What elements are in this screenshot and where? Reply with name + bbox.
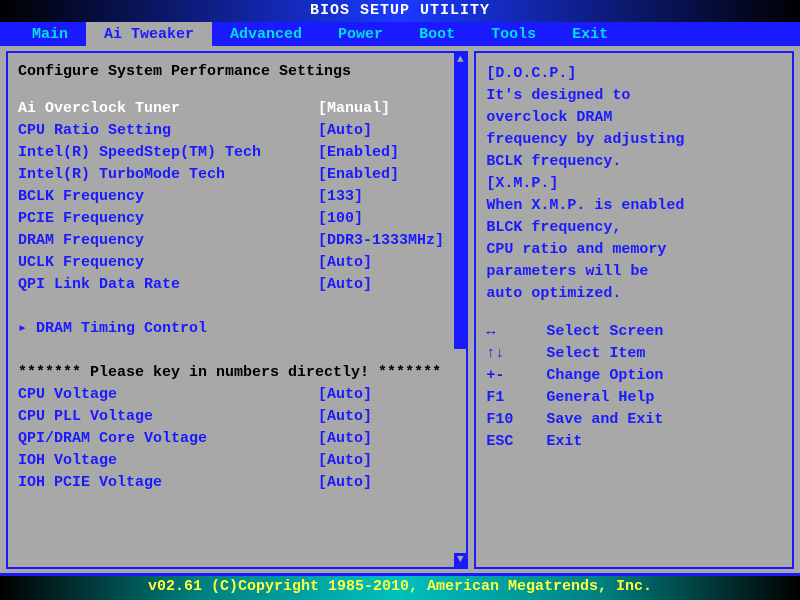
setting-row[interactable]: DRAM Frequency[DDR3-1333MHz] <box>18 230 446 252</box>
nav-hint: +-Change Option <box>486 365 782 387</box>
help-line: BCLK frequency. <box>486 151 782 173</box>
scrollbar[interactable]: ▲ ▼ <box>454 53 466 567</box>
setting-label: DRAM Frequency <box>18 230 318 252</box>
help-line: [X.M.P.] <box>486 173 782 195</box>
help-line: CPU ratio and memory <box>486 239 782 261</box>
help-line: [D.O.C.P.] <box>486 63 782 85</box>
setting-label: IOH PCIE Voltage <box>18 472 318 494</box>
nav-hint: ↔Select Screen <box>486 321 782 343</box>
setting-row[interactable]: CPU Voltage[Auto] <box>18 384 446 406</box>
nav-hint: F10Save and Exit <box>486 409 782 431</box>
setting-value[interactable]: [Auto] <box>318 120 372 142</box>
setting-label: PCIE Frequency <box>18 208 318 230</box>
setting-value[interactable]: [Auto] <box>318 406 372 428</box>
settings-panel: Configure System Performance Settings Ai… <box>6 51 468 569</box>
nav-key: ESC <box>486 431 546 453</box>
setting-row[interactable]: BCLK Frequency[133] <box>18 186 446 208</box>
submenu-dram-timing[interactable]: ▸ DRAM Timing Control <box>18 318 446 340</box>
setting-row[interactable]: CPU Ratio Setting[Auto] <box>18 120 446 142</box>
setting-label: CPU Ratio Setting <box>18 120 318 142</box>
scroll-track[interactable] <box>454 67 466 553</box>
nav-hint: F1General Help <box>486 387 782 409</box>
footer-copyright: v02.61 (C)Copyright 1985-2010, American … <box>0 576 800 600</box>
help-line: It's designed to <box>486 85 782 107</box>
menu-tab-ai-tweaker[interactable]: Ai Tweaker <box>86 22 212 46</box>
menu-tab-tools[interactable]: Tools <box>473 22 554 46</box>
title-bar: BIOS SETUP UTILITY <box>0 0 800 22</box>
setting-value[interactable]: [Auto] <box>318 428 372 450</box>
setting-label: Intel(R) TurboMode Tech <box>18 164 318 186</box>
help-line: When X.M.P. is enabled <box>486 195 782 217</box>
nav-key: ↑↓ <box>486 343 546 365</box>
setting-value[interactable]: [Auto] <box>318 274 372 296</box>
setting-value[interactable]: [Auto] <box>318 472 372 494</box>
menu-tab-power[interactable]: Power <box>320 22 401 46</box>
menu-tab-main[interactable]: Main <box>14 22 86 46</box>
nav-label: Select Screen <box>546 321 663 343</box>
setting-value[interactable]: [133] <box>318 186 363 208</box>
setting-row[interactable]: CPU PLL Voltage[Auto] <box>18 406 446 428</box>
help-line: BLCK frequency, <box>486 217 782 239</box>
setting-value[interactable]: [Enabled] <box>318 142 399 164</box>
setting-row[interactable]: QPI/DRAM Core Voltage[Auto] <box>18 428 446 450</box>
setting-label: QPI Link Data Rate <box>18 274 318 296</box>
menu-bar: MainAi TweakerAdvancedPowerBootToolsExit <box>0 22 800 46</box>
nav-key: +- <box>486 365 546 387</box>
scroll-thumb[interactable] <box>454 67 466 349</box>
setting-value[interactable]: [Auto] <box>318 384 372 406</box>
setting-value[interactable]: [100] <box>318 208 363 230</box>
menu-tab-advanced[interactable]: Advanced <box>212 22 320 46</box>
nav-key: F1 <box>486 387 546 409</box>
scroll-up-icon[interactable]: ▲ <box>454 53 466 67</box>
section-heading: Configure System Performance Settings <box>18 63 446 80</box>
setting-label: Intel(R) SpeedStep(TM) Tech <box>18 142 318 164</box>
nav-key: ↔ <box>486 321 546 343</box>
setting-row[interactable]: UCLK Frequency[Auto] <box>18 252 446 274</box>
help-line: frequency by adjusting <box>486 129 782 151</box>
setting-row[interactable]: IOH PCIE Voltage[Auto] <box>18 472 446 494</box>
workspace: Configure System Performance Settings Ai… <box>0 46 800 573</box>
input-note: ******* Please key in numbers directly! … <box>18 362 446 384</box>
help-line: auto optimized. <box>486 283 782 305</box>
setting-row[interactable]: Intel(R) TurboMode Tech[Enabled] <box>18 164 446 186</box>
setting-value[interactable]: [Enabled] <box>318 164 399 186</box>
help-line: parameters will be <box>486 261 782 283</box>
nav-label: Select Item <box>546 343 645 365</box>
menu-tab-exit[interactable]: Exit <box>554 22 626 46</box>
help-panel: [D.O.C.P.]It's designed tooverclock DRAM… <box>474 51 794 569</box>
nav-label: Change Option <box>546 365 663 387</box>
setting-row[interactable]: QPI Link Data Rate[Auto] <box>18 274 446 296</box>
setting-label: UCLK Frequency <box>18 252 318 274</box>
nav-hint: ↑↓Select Item <box>486 343 782 365</box>
setting-row[interactable]: Ai Overclock Tuner[Manual] <box>18 98 446 120</box>
nav-label: Exit <box>546 431 582 453</box>
nav-key: F10 <box>486 409 546 431</box>
setting-value[interactable]: [Auto] <box>318 252 372 274</box>
setting-label: QPI/DRAM Core Voltage <box>18 428 318 450</box>
setting-row[interactable]: PCIE Frequency[100] <box>18 208 446 230</box>
setting-label: CPU Voltage <box>18 384 318 406</box>
setting-value[interactable]: [DDR3-1333MHz] <box>318 230 444 252</box>
setting-label: CPU PLL Voltage <box>18 406 318 428</box>
nav-label: General Help <box>546 387 654 409</box>
help-line: overclock DRAM <box>486 107 782 129</box>
setting-label: Ai Overclock Tuner <box>18 98 318 120</box>
setting-label: IOH Voltage <box>18 450 318 472</box>
setting-value[interactable]: [Auto] <box>318 450 372 472</box>
setting-row[interactable]: IOH Voltage[Auto] <box>18 450 446 472</box>
nav-label: Save and Exit <box>546 409 663 431</box>
nav-hint: ESCExit <box>486 431 782 453</box>
setting-value[interactable]: [Manual] <box>318 98 390 120</box>
setting-row[interactable]: Intel(R) SpeedStep(TM) Tech[Enabled] <box>18 142 446 164</box>
setting-label: BCLK Frequency <box>18 186 318 208</box>
menu-tab-boot[interactable]: Boot <box>401 22 473 46</box>
scroll-down-icon[interactable]: ▼ <box>454 553 466 567</box>
